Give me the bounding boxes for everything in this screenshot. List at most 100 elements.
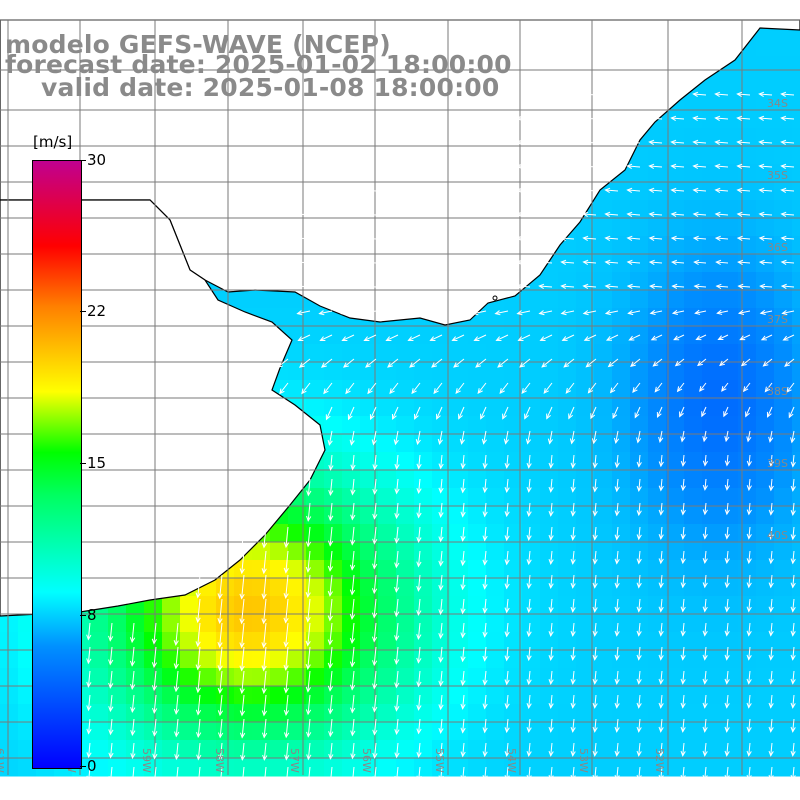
wind-speed-cell (576, 560, 595, 579)
wind-speed-cell (288, 596, 307, 615)
wind-speed-cell (792, 38, 800, 57)
wind-speed-cell (414, 380, 433, 399)
wind-arrow (428, 187, 443, 193)
wind-speed-cell (414, 326, 433, 345)
wind-speed-cell (522, 668, 541, 687)
wind-speed-cell (684, 632, 703, 651)
wind-speed-cell (468, 398, 487, 417)
wind-arrow (325, 406, 333, 421)
wind-arrow (736, 115, 751, 121)
wind-arrow (482, 670, 488, 686)
wind-arrow (674, 358, 685, 367)
wind-arrow (702, 526, 708, 540)
wind-speed-cell (504, 470, 523, 489)
wind-speed-cell (252, 578, 271, 597)
wind-speed-cell (720, 182, 739, 201)
wind-arrow (516, 283, 531, 289)
wind-speed-cell (522, 434, 541, 453)
wind-arrow (671, 309, 685, 315)
wind-speed-cell (540, 542, 559, 561)
wind-speed-cell (756, 128, 775, 147)
wind-speed-cell (702, 110, 721, 129)
wind-speed-cell (234, 614, 253, 633)
wind-speed-cell (360, 668, 379, 687)
wind-speed-cell (324, 344, 343, 363)
wind-speed-cell (540, 758, 559, 777)
wind-arrow (416, 766, 422, 782)
wind-speed-cell (792, 380, 800, 399)
wind-arrow (349, 430, 355, 446)
wind-speed-cell (648, 128, 667, 147)
wind-arrow (680, 766, 686, 781)
wind-arrow (350, 454, 356, 471)
wind-arrow (790, 526, 796, 541)
wind-arrow (318, 211, 333, 217)
wind-arrow (416, 694, 422, 711)
wind-speed-cell (702, 434, 721, 453)
wind-arrow (261, 646, 267, 672)
wind-arrow (570, 622, 576, 637)
wind-arrow (780, 235, 795, 241)
wind-arrow (460, 766, 466, 782)
wind-arrow (788, 406, 795, 419)
wind-speed-cell (450, 578, 469, 597)
wind-speed-cell (468, 326, 487, 345)
wind-arrow (724, 598, 730, 613)
wind-speed-cell (306, 398, 325, 417)
wind-arrow (658, 478, 664, 492)
wind-speed-cell (414, 344, 433, 363)
wind-speed-cell (702, 416, 721, 435)
wind-arrow (717, 334, 729, 341)
wind-speed-cell (756, 722, 775, 741)
wind-speed-cell (612, 344, 631, 363)
wind-arrow (724, 742, 730, 757)
wind-speed-cell (576, 668, 595, 687)
wind-speed-cell (540, 632, 559, 651)
wind-arrow (318, 187, 333, 193)
wind-arrow (736, 139, 751, 145)
wind-speed-cell (576, 272, 595, 291)
wind-arrow (460, 718, 466, 734)
wind-speed-cell (612, 596, 631, 615)
wind-arrow (592, 478, 598, 493)
wind-arrow (340, 235, 355, 241)
wind-arrow (438, 694, 444, 711)
wind-arrow (130, 694, 136, 714)
wind-arrow (538, 211, 553, 217)
wind-speed-cell (324, 668, 343, 687)
wind-speed-cell (450, 632, 469, 651)
wind-speed-cell (792, 506, 800, 525)
wind-arrow (372, 478, 378, 495)
wind-arrow (702, 454, 708, 467)
wind-arrow (318, 235, 333, 241)
wind-speed-cell (270, 686, 289, 705)
wind-speed-cell (306, 380, 325, 399)
wind-speed-cell (702, 254, 721, 273)
wind-speed-cell (414, 650, 433, 669)
wind-speed-cell (792, 74, 800, 93)
wind-speed-cell (162, 758, 181, 777)
wind-speed-cell (432, 686, 451, 705)
wind-arrow (746, 718, 752, 733)
wind-arrow (680, 526, 686, 540)
wind-speed-cell (666, 146, 685, 165)
wind-speed-cell (306, 344, 325, 363)
wind-arrow (481, 430, 487, 445)
wind-arrow (372, 526, 378, 545)
wind-arrow (526, 598, 532, 614)
wind-arrow (283, 646, 289, 671)
wind-arrow (438, 526, 444, 543)
wind-speed-cell (396, 380, 415, 399)
wind-arrow (475, 358, 487, 368)
wind-arrow (482, 598, 488, 614)
wind-speed-cell (90, 668, 109, 687)
wind-speed-cell (18, 614, 37, 633)
wind-speed-cell (324, 524, 343, 543)
wind-speed-cell (522, 488, 541, 507)
wind-arrow (719, 358, 729, 367)
wind-arrow (582, 259, 597, 265)
wind-arrow (592, 766, 598, 781)
wind-arrow (614, 694, 620, 709)
wind-arrow (306, 742, 312, 761)
wind-arrow (372, 454, 378, 471)
